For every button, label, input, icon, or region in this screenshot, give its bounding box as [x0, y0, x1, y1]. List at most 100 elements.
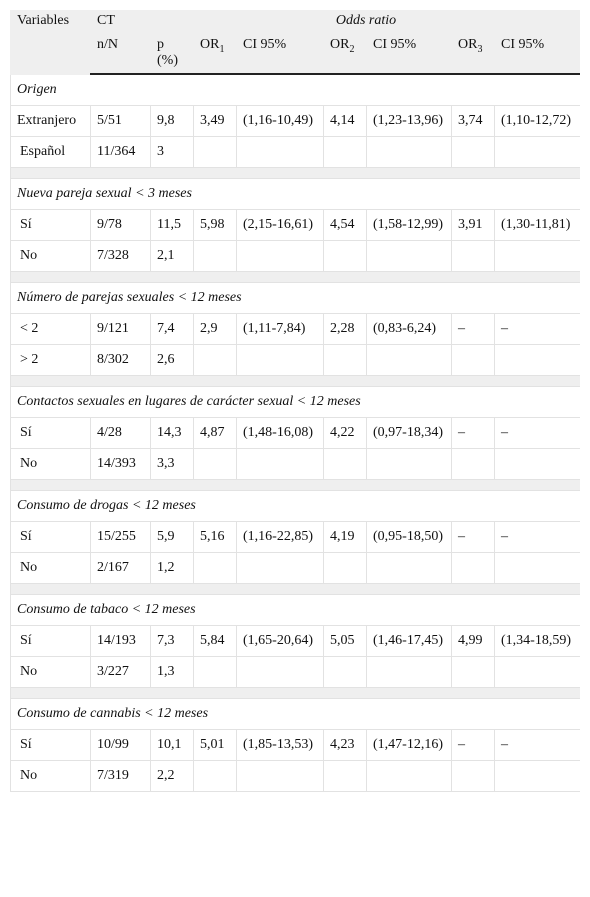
- cell: [494, 760, 580, 792]
- cell: –: [494, 729, 580, 761]
- separator-row: [10, 271, 580, 283]
- cell: [494, 240, 580, 272]
- cell: 2,6: [150, 344, 194, 376]
- cell: (2,15-16,61): [236, 209, 324, 241]
- cell: No: [10, 552, 91, 584]
- section-row: Consumo de cannabis < 12 meses: [10, 698, 580, 730]
- section-row: Consumo de drogas < 12 meses: [10, 490, 580, 522]
- cell: [323, 136, 367, 168]
- data-row: No 7/328 2,1: [10, 240, 580, 272]
- cell: [193, 760, 237, 792]
- data-row: Español 11/364 3: [10, 136, 580, 168]
- cell: [236, 760, 324, 792]
- section-row: Nueva pareja sexual < 3 meses: [10, 178, 580, 210]
- cell: 2,2: [150, 760, 194, 792]
- cell: [494, 448, 580, 480]
- data-row: Sí 4/28 14,3 4,87 (1,48-16,08) 4,22 (0,97-18,3…: [10, 417, 580, 449]
- cell: [366, 240, 452, 272]
- cell: [451, 344, 495, 376]
- cell: –: [494, 313, 580, 345]
- cell: < 2: [10, 313, 91, 345]
- cell: –: [451, 521, 495, 553]
- cell: (0,95-18,50): [366, 521, 452, 553]
- table-wrap: Variables CT Odds ratio n/N p (%) OR1 CI 95…: [10, 10, 580, 897]
- header-cell: OR3: [451, 33, 495, 75]
- cell: No: [10, 760, 91, 792]
- cell: (1,34-18,59): [494, 625, 580, 657]
- cell: (1,65-20,64): [236, 625, 324, 657]
- cell: [494, 552, 580, 584]
- section-row: Origen: [10, 73, 580, 106]
- cell: Sí: [10, 417, 91, 449]
- cell: 14/393: [90, 448, 151, 480]
- odds-table: Variables CT Odds ratio n/N p (%) OR1 CI 95…: [10, 10, 580, 792]
- cell: –: [451, 313, 495, 345]
- cell: [366, 552, 452, 584]
- cell: (1,16-10,49): [236, 105, 324, 137]
- cell: [451, 240, 495, 272]
- cell: [323, 240, 367, 272]
- header-subscript: 2: [349, 43, 355, 55]
- cell: 14,3: [150, 417, 194, 449]
- cell: [193, 656, 237, 688]
- section-title: Consumo de drogas < 12 meses: [10, 490, 580, 522]
- cell: [451, 552, 495, 584]
- cell: 1,3: [150, 656, 194, 688]
- cell: 11/364: [90, 136, 151, 168]
- cell: –: [494, 417, 580, 449]
- cell: (1,58-12,99): [366, 209, 452, 241]
- data-row: Sí 9/78 11,5 5,98 (2,15-16,61) 4,54 (1,58-12,9…: [10, 209, 580, 241]
- section-title: Nueva pareja sexual < 3 meses: [10, 178, 580, 210]
- cell: –: [494, 521, 580, 553]
- cell: [323, 448, 367, 480]
- cell: [236, 552, 324, 584]
- cell: 8/302: [90, 344, 151, 376]
- cell: (1,11-7,84): [236, 313, 324, 345]
- header-cell: OR2: [323, 33, 367, 75]
- cell: [236, 240, 324, 272]
- header-cell: OR1: [193, 33, 237, 75]
- cell: 15/255: [90, 521, 151, 553]
- cell: No: [10, 656, 91, 688]
- header-cell: n/N: [90, 33, 151, 75]
- header-row: Variables CT Odds ratio: [10, 10, 580, 75]
- cell: 3,3: [150, 448, 194, 480]
- header-label: n/N: [97, 36, 118, 52]
- data-row: No 2/167 1,2: [10, 552, 580, 584]
- cell: –: [451, 729, 495, 761]
- cell: 3,74: [451, 105, 495, 137]
- header-cell: CT: [90, 10, 151, 35]
- cell: (1,47-12,16): [366, 729, 452, 761]
- cell: Español: [10, 136, 91, 168]
- cell: [494, 344, 580, 376]
- cell: 5,05: [323, 625, 367, 657]
- separator: [10, 167, 580, 179]
- section-title: Número de parejas sexuales < 12 meses: [10, 282, 580, 314]
- cell: (1,10-12,72): [494, 105, 580, 137]
- cell: 9/121: [90, 313, 151, 345]
- cell: [323, 656, 367, 688]
- header-subscript: 3: [477, 43, 483, 55]
- cell: No: [10, 240, 91, 272]
- cell: 5,98: [193, 209, 237, 241]
- cell: –: [451, 417, 495, 449]
- separator: [10, 583, 580, 595]
- cell: [323, 552, 367, 584]
- header-label: CI 95%: [501, 37, 545, 52]
- cell: [366, 448, 452, 480]
- separator-row: [10, 167, 580, 179]
- cell: > 2: [10, 344, 91, 376]
- cell: 3,91: [451, 209, 495, 241]
- header-cell: Odds ratio: [150, 10, 580, 35]
- cell: 14/193: [90, 625, 151, 657]
- header-label: OR: [330, 37, 350, 52]
- cell: 7/319: [90, 760, 151, 792]
- cell: 2,28: [323, 313, 367, 345]
- cell: [451, 136, 495, 168]
- cell: 4,19: [323, 521, 367, 553]
- data-row: No 7/319 2,2: [10, 760, 580, 792]
- cell: [366, 344, 452, 376]
- cell: [193, 240, 237, 272]
- cell: No: [10, 448, 91, 480]
